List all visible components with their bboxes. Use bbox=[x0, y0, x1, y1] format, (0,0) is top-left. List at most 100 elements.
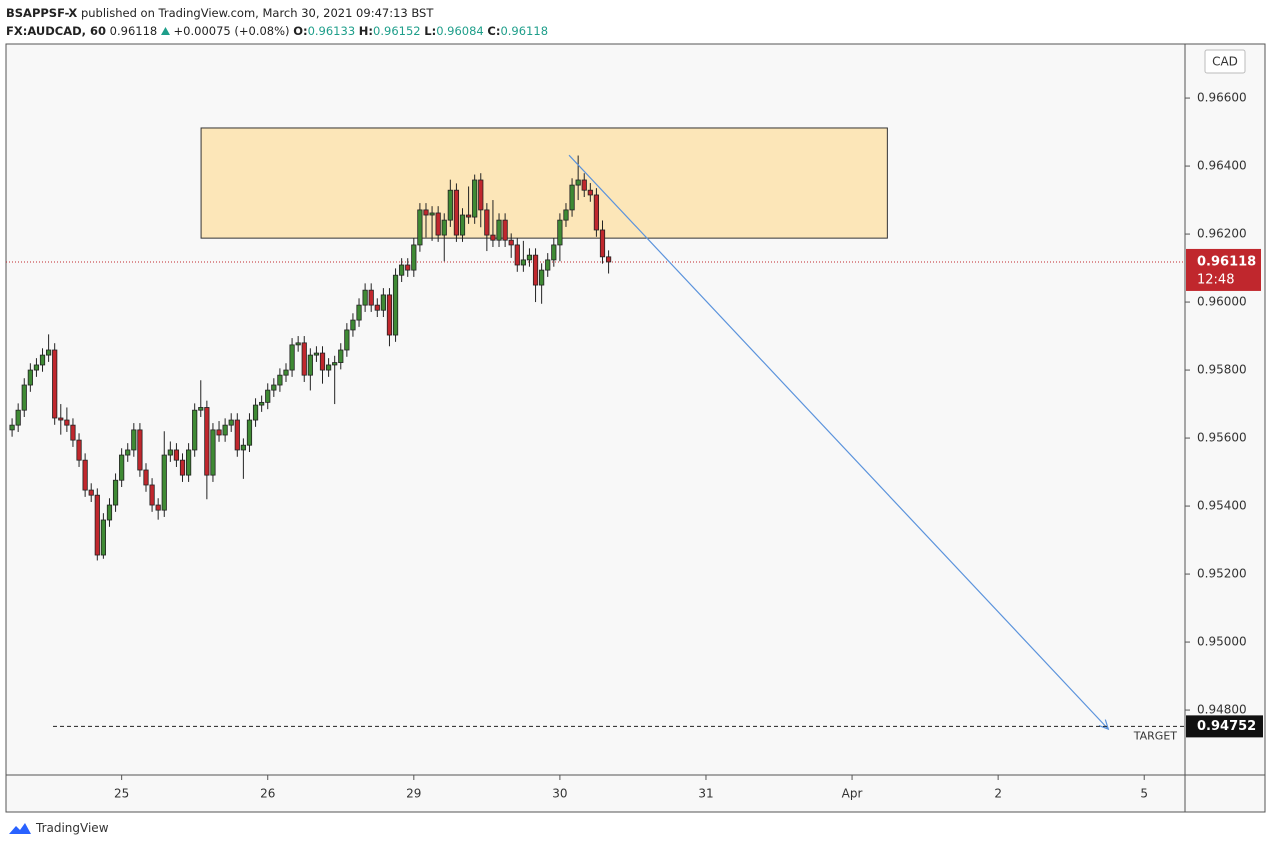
low-label: L: bbox=[424, 24, 437, 38]
candle-body bbox=[319, 352, 326, 371]
candle-body bbox=[332, 362, 338, 366]
candle-body bbox=[179, 459, 186, 476]
candle-body bbox=[46, 349, 52, 356]
candle-body bbox=[112, 479, 119, 506]
close-label: C: bbox=[487, 24, 501, 38]
y-tick-label: 0.95600 bbox=[1197, 431, 1247, 445]
candle-body bbox=[125, 449, 131, 456]
candle-body bbox=[155, 504, 161, 511]
candle-body bbox=[100, 519, 106, 556]
resistance-zone bbox=[200, 127, 888, 239]
candle-body bbox=[259, 401, 265, 406]
x-tick-label: 31 bbox=[698, 787, 713, 801]
x-tick-label: 5 bbox=[1140, 787, 1148, 801]
candle-body bbox=[569, 184, 575, 211]
candle-body bbox=[545, 259, 551, 271]
candle-body bbox=[204, 407, 210, 476]
author: BSAPPSF-X bbox=[6, 6, 78, 20]
candle-body bbox=[246, 419, 253, 446]
candle-body bbox=[9, 424, 15, 431]
candle-body bbox=[106, 504, 113, 521]
y-tick-label: 0.95000 bbox=[1197, 635, 1247, 649]
plot bbox=[6, 127, 1185, 731]
symbol: FX:AUDCAD, 60 bbox=[6, 24, 107, 38]
candle-body bbox=[350, 319, 356, 331]
x-tick-label: 25 bbox=[114, 787, 129, 801]
target-tag bbox=[1186, 715, 1263, 738]
candle-body bbox=[15, 409, 21, 426]
candle-body bbox=[441, 219, 447, 236]
candle-body bbox=[325, 364, 332, 371]
candle-body bbox=[399, 264, 405, 276]
candle-body bbox=[551, 244, 557, 261]
header-line-1: BSAPPSF-X published on TradingView.com, … bbox=[6, 4, 548, 22]
candle-body bbox=[526, 254, 533, 261]
y-tick-label: 0.96400 bbox=[1197, 159, 1247, 173]
currency: CAD bbox=[1212, 55, 1238, 69]
candle-body bbox=[532, 254, 539, 286]
header: BSAPPSF-X published on TradingView.com, … bbox=[6, 4, 548, 40]
candle-body bbox=[186, 449, 192, 476]
candle-body bbox=[386, 294, 393, 336]
candle-body bbox=[362, 289, 368, 306]
candle-body bbox=[173, 449, 180, 461]
candle-body bbox=[374, 304, 380, 311]
candle-body bbox=[575, 179, 581, 186]
candle-body bbox=[210, 429, 216, 476]
candle-body bbox=[240, 444, 246, 451]
candle-body bbox=[58, 417, 64, 421]
candle-body bbox=[435, 212, 441, 236]
candle-body bbox=[496, 219, 502, 241]
candle-body bbox=[82, 459, 88, 491]
candle-body bbox=[228, 419, 234, 426]
candle-body bbox=[52, 349, 58, 419]
candle-body bbox=[76, 439, 82, 461]
candle-body bbox=[490, 234, 496, 241]
candle-body bbox=[295, 342, 301, 346]
trend-arrowhead bbox=[1098, 719, 1110, 731]
target-tag-label: 0.94752 bbox=[1197, 719, 1256, 734]
candle-body bbox=[222, 424, 228, 436]
candle-body bbox=[88, 489, 94, 496]
candle-body bbox=[453, 189, 460, 236]
footer: TradingView bbox=[8, 821, 109, 835]
last-price: 0.96118 bbox=[109, 24, 158, 38]
price-tag-label: 0.96118 bbox=[1197, 254, 1256, 269]
candle-body bbox=[131, 429, 137, 451]
candle-body bbox=[70, 424, 76, 441]
candle-body bbox=[94, 494, 100, 556]
x-tick-label: 30 bbox=[552, 787, 567, 801]
candle-body bbox=[21, 384, 27, 411]
candle-body bbox=[423, 209, 429, 216]
candle-body bbox=[216, 429, 222, 436]
y-tick-label: 0.96000 bbox=[1197, 295, 1247, 309]
candle-body bbox=[198, 407, 204, 411]
candle-body bbox=[539, 269, 545, 286]
currency-box[interactable] bbox=[1204, 49, 1246, 74]
candle-body bbox=[599, 229, 606, 258]
countdown: 12:48 bbox=[1197, 272, 1234, 287]
candle-body bbox=[307, 354, 313, 376]
candle-body bbox=[392, 274, 399, 336]
candle-body bbox=[192, 409, 198, 451]
candle-body bbox=[514, 244, 520, 266]
candle-body bbox=[557, 219, 563, 246]
candle-body bbox=[459, 214, 466, 236]
y-tick-label: 0.95400 bbox=[1197, 499, 1247, 513]
candle-body bbox=[356, 304, 362, 321]
candle-body bbox=[581, 179, 587, 191]
trend-line bbox=[568, 154, 1109, 730]
logo bbox=[9, 823, 31, 834]
high-label: H: bbox=[358, 24, 374, 38]
chart: CAD 0.94800 0.95000 0.95200 0.95400 0.95600 0… bbox=[5, 43, 1266, 813]
candle-body bbox=[149, 484, 155, 506]
candle-body bbox=[411, 244, 417, 271]
target-label: TARGET bbox=[1133, 729, 1178, 742]
x-tick-label: 2 bbox=[994, 787, 1002, 801]
candle-body bbox=[289, 344, 295, 371]
candle-body bbox=[143, 469, 149, 486]
header-line-2: FX:AUDCAD, 60 0.96118 +0.00075 (+0.08%) … bbox=[6, 22, 548, 40]
candle-body bbox=[271, 384, 277, 391]
candle-body bbox=[465, 214, 472, 218]
candle-body bbox=[64, 419, 70, 426]
